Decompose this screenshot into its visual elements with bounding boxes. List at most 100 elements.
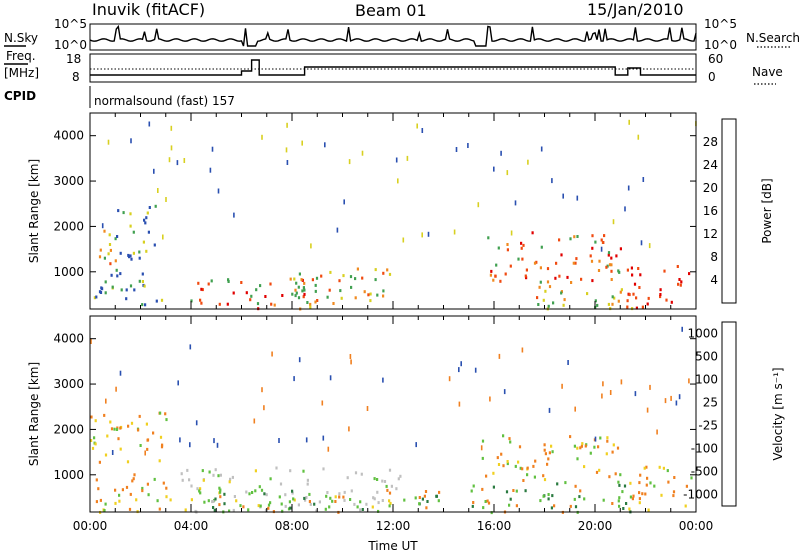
data-cell [562,303,565,307]
data-cell [646,476,649,480]
data-cell [632,494,635,498]
data-cell [324,142,326,148]
data-cell [107,139,110,145]
data-cell [122,211,125,215]
data-cell [595,470,599,474]
data-cell [477,202,480,208]
data-cell [181,478,184,482]
nsky-tick-bottom: 10^0 [54,38,87,52]
data-cell [117,209,120,213]
data-cell [240,281,243,284]
data-cell [153,477,156,481]
data-cell [158,459,161,463]
data-cell [558,238,561,242]
data-cell [329,375,332,381]
data-cell [641,492,644,496]
data-cell [103,413,106,417]
data-cell [261,387,263,393]
data-cell [271,351,273,357]
data-cell [638,491,641,495]
data-cell [363,290,366,294]
data-cell [356,505,359,509]
data-cell [176,160,179,166]
data-cell [138,279,141,283]
data-cell [269,282,272,286]
data-cell [659,293,662,296]
data-cell [190,484,193,488]
data-cell [343,199,345,205]
nave-tick-bottom: 0 [708,70,716,84]
data-cell [490,511,493,515]
data-cell [495,263,498,267]
data-cell [521,347,524,353]
data-cell [302,286,305,290]
data-cell [639,473,642,477]
data-cell [146,438,150,442]
data-cell [533,261,537,265]
data-cell [546,267,550,271]
data-cell [306,482,309,486]
data-cell [610,256,613,260]
colorbar-tick-label: 12 [703,227,718,241]
data-cell [294,294,297,298]
data-cell [291,292,294,296]
data-cell [424,490,428,493]
data-cell [576,446,579,450]
data-cell [314,289,317,293]
data-cell [104,502,107,506]
data-cell [209,167,212,173]
data-cell [98,255,102,259]
colorbar-tick-label: 4 [710,273,718,287]
velocity-panel: 1000 2000 3000 4000 00:00 04:00 08:00 12:00 16:0… [27,315,785,553]
data-cell [506,462,509,466]
data-cell [308,500,311,503]
data-cell [270,302,273,306]
data-cell [499,279,502,283]
data-cell [418,496,421,499]
data-cell [361,150,364,156]
data-cell [184,508,187,512]
data-cell [189,344,192,350]
data-cell [261,134,263,140]
data-cell [115,268,118,272]
data-cell [677,282,680,286]
data-cell [342,495,345,499]
data-cell [635,306,638,310]
data-cell [610,269,613,273]
data-cell [116,235,119,238]
data-cell [607,302,610,306]
data-cell [138,256,141,260]
data-cell [547,457,550,461]
data-cell [385,484,388,488]
data-cell [597,445,600,449]
data-cell [260,488,264,492]
data-cell [617,269,620,273]
data-cell [154,204,157,208]
data-cell [621,490,624,494]
data-cell [617,299,620,303]
data-cell [685,484,688,488]
data-cell [180,472,183,476]
data-cell [502,434,505,438]
data-cell [285,147,288,153]
data-cell [544,452,547,456]
data-cell [550,444,553,448]
data-cell [532,464,535,468]
data-cell [633,282,637,286]
power-colorbar-label: Power [dB] [760,178,774,243]
data-cell [256,302,260,306]
data-cell [119,370,122,376]
data-cell [563,298,566,302]
data-cell [573,444,576,448]
data-cell [217,474,220,478]
data-cell [506,243,509,246]
data-cell [505,490,509,494]
data-cell [515,504,518,508]
data-cell [146,482,149,486]
data-cell [148,206,151,209]
data-cell [208,470,211,474]
data-cell [311,278,314,282]
data-cell [186,468,189,472]
data-cell [146,211,149,215]
